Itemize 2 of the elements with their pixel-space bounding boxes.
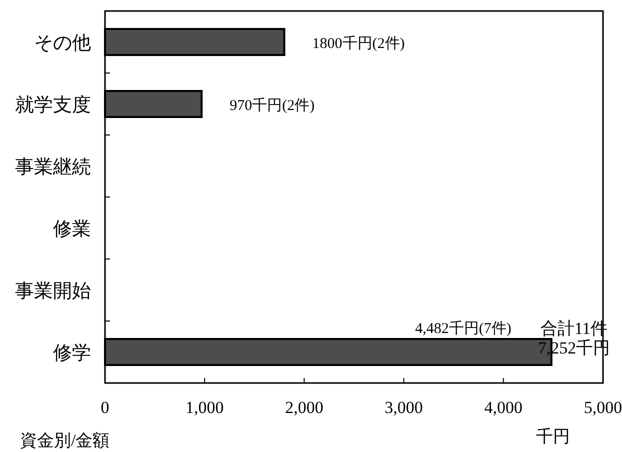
annotation: 資金別/金額	[20, 431, 110, 450]
xlabel: 千円	[536, 427, 570, 446]
